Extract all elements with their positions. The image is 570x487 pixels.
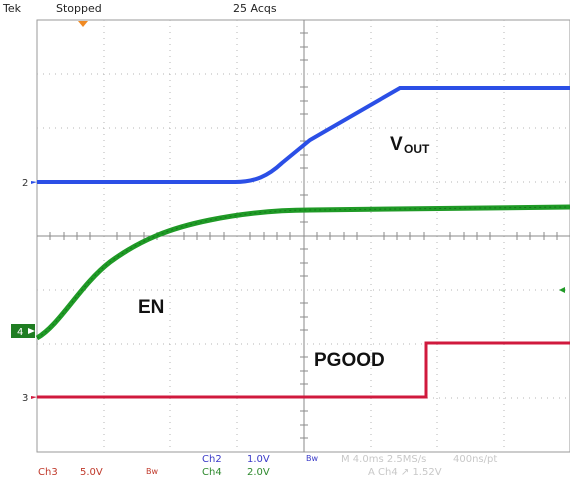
trigger-readout: A Ch4 ↗ 1.52V	[368, 467, 442, 478]
channel4-marker: 4	[11, 324, 35, 338]
acquisition-count: 25 Acqs	[233, 2, 277, 15]
svg-text:3: 3	[22, 393, 28, 404]
vout-label: V	[390, 134, 403, 155]
ch3-name: Ch3	[38, 467, 58, 478]
ch4-scale: 2.0V	[247, 467, 270, 478]
channel2-marker: 2	[22, 178, 37, 189]
ch3-scale: 5.0V	[80, 467, 103, 478]
channel3-marker: 3	[22, 393, 37, 404]
graticule-center-axes	[37, 20, 570, 452]
ch2-name: Ch2	[202, 454, 222, 465]
status-bar: Tek Stopped 25 Acqs	[0, 0, 570, 20]
channel-readout-bar: Ch3 5.0V Bw Ch2 1.0V Bw Ch4 2.0V M 4.0ms…	[0, 452, 570, 483]
en-offscreen-marker	[559, 287, 565, 293]
ch2-scale: 1.0V	[247, 454, 270, 465]
en-trace-noise	[36, 206, 570, 339]
pgood-trace	[37, 341, 570, 399]
vout-label-subscript: OUT	[404, 142, 430, 156]
trigger-position-marker	[78, 21, 88, 27]
brand-label: Tek	[3, 2, 21, 15]
en-label: EN	[138, 297, 164, 318]
vout-trace	[37, 86, 570, 184]
svg-text:4: 4	[17, 327, 23, 338]
acquisition-status: Stopped	[56, 2, 102, 15]
ch2-bandwidth-icon: Bw	[306, 454, 319, 463]
record-length-readout: 400ns/pt	[453, 454, 498, 465]
svg-text:2: 2	[22, 178, 28, 189]
ch4-name: Ch4	[202, 467, 222, 478]
ch3-bandwidth-icon: Bw	[146, 467, 159, 476]
pgood-label: PGOOD	[314, 350, 385, 371]
timebase-readout: M 4.0ms 2.5MS/s	[341, 454, 427, 465]
